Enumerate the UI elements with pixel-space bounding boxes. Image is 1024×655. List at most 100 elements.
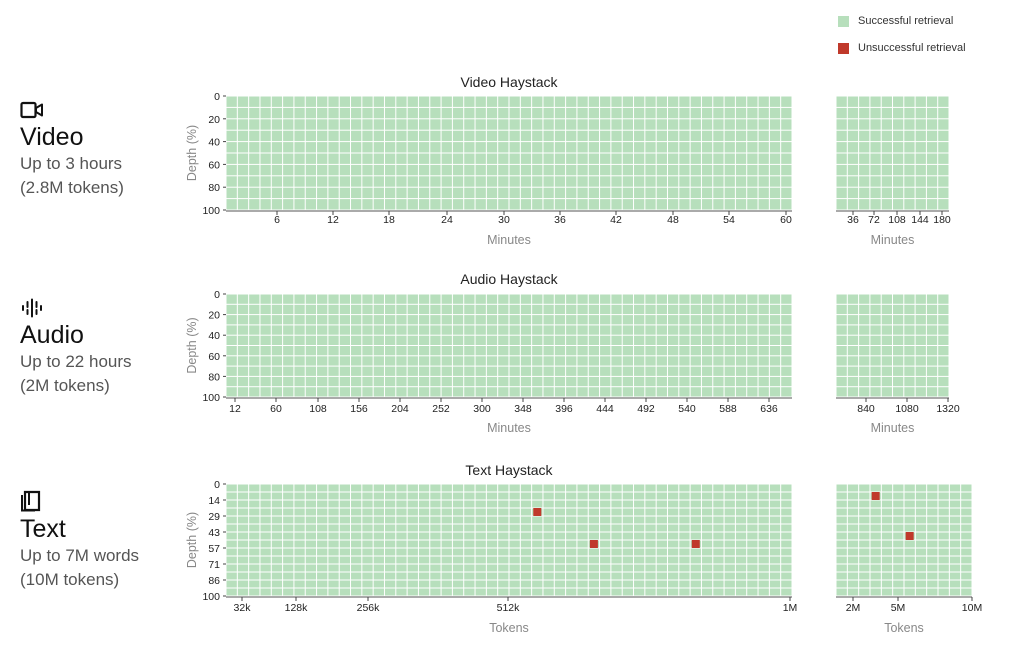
audio-extended-cell <box>904 376 915 387</box>
audio-main-cell <box>509 356 520 366</box>
text-main-cell <box>611 484 622 492</box>
audio-main-cell <box>588 387 600 397</box>
video-main-cell <box>622 142 634 153</box>
audio-main-cell <box>656 335 667 345</box>
text-main-cell <box>271 556 283 564</box>
text-main-cell <box>781 588 792 596</box>
text-main-cell <box>781 572 792 580</box>
audio-main-cell <box>724 366 735 376</box>
text-main-cell <box>566 508 577 516</box>
video-main-cell <box>645 199 656 210</box>
audio-extended-cell <box>926 346 938 356</box>
text-extended-cell <box>915 572 927 580</box>
text-main-cell <box>384 500 396 508</box>
text-extended-cell <box>859 548 870 556</box>
audio-main-cell <box>645 366 656 376</box>
audio-main-cell <box>396 366 407 376</box>
audio-extended-cell <box>847 315 859 325</box>
video-y-tick-label: 60 <box>208 159 220 171</box>
text-y-tick-label: 100 <box>202 591 220 603</box>
video-main-cell <box>600 142 611 153</box>
video-main-cell <box>362 187 373 199</box>
audio-main-cell <box>543 315 554 325</box>
video-extended-cell <box>904 107 915 119</box>
video-extended-cell <box>836 130 847 142</box>
video-main-cell <box>260 142 271 153</box>
video-extended-cell <box>836 107 847 119</box>
text-main-cell <box>362 540 373 548</box>
audio-main-x-tick-label: 252 <box>432 403 450 415</box>
text-main-cell <box>498 516 509 524</box>
audio-main-cell <box>249 376 260 387</box>
video-main-cell <box>679 142 690 153</box>
text-main-cell <box>532 500 543 508</box>
audio-extended-cell <box>938 325 949 335</box>
text-main-cell <box>577 532 588 540</box>
video-main-cell <box>667 153 679 164</box>
video-main-cell <box>600 107 611 119</box>
text-main-cell <box>713 492 724 500</box>
audio-y-tick-label: 40 <box>208 330 220 342</box>
video-main-cell <box>430 96 441 107</box>
video-main-cell <box>543 199 554 210</box>
text-main-cell <box>600 516 611 524</box>
text-main-cell <box>407 556 418 564</box>
video-main-cell <box>622 96 634 107</box>
video-main-cell <box>781 176 792 187</box>
text-main-cell <box>509 508 520 516</box>
text-extended-cell <box>938 516 949 524</box>
text-main-cell <box>713 564 724 572</box>
text-main-cell <box>600 588 611 596</box>
text-main-cell <box>611 580 622 588</box>
audio-main-cell <box>283 294 294 304</box>
video-extended-cell <box>870 119 881 130</box>
audio-extended-cell <box>859 366 870 376</box>
video-main-cell <box>769 164 781 176</box>
text-main-cell <box>362 572 373 580</box>
text-main-cell <box>362 548 373 556</box>
audio-main-cell <box>328 315 339 325</box>
audio-extended-cell <box>881 325 892 335</box>
text-main-cell <box>724 556 735 564</box>
video-main-cell <box>486 176 498 187</box>
audio-main-cell <box>781 346 792 356</box>
text-main-cell <box>509 572 520 580</box>
text-main-cell <box>701 556 713 564</box>
audio-main-cell <box>384 304 396 315</box>
audio-main-cell <box>758 304 769 315</box>
video-extended-cell <box>893 153 904 164</box>
text-extended-cell <box>927 556 938 564</box>
video-extended-cell <box>870 142 881 153</box>
text-extended-cell <box>893 492 904 500</box>
text-main-cell <box>362 492 373 500</box>
audio-main-cell <box>441 325 452 335</box>
text-main-cell <box>554 548 566 556</box>
text-main-cell <box>667 492 679 500</box>
text-main-cell <box>781 516 792 524</box>
text-main-cell <box>351 588 362 596</box>
audio-extended-cell <box>836 356 847 366</box>
text-main-cell <box>226 556 237 564</box>
legend-label-success: Successful retrieval <box>858 15 954 27</box>
audio-main-cell <box>339 387 351 397</box>
text-main-cell <box>566 500 577 508</box>
audio-extended-cell <box>859 387 870 397</box>
audio-extended-cell <box>836 346 847 356</box>
text-main-cell <box>464 524 475 532</box>
video-main-cell <box>543 176 554 187</box>
text-main-cell <box>294 516 305 524</box>
text-main-cell <box>294 484 305 492</box>
text-extended-x-tick-label: 5M <box>891 602 906 614</box>
video-extended-cell <box>893 107 904 119</box>
text-main-cell <box>226 548 237 556</box>
video-extended-cell <box>836 119 847 130</box>
video-main-cell <box>373 187 384 199</box>
video-main-cell <box>452 199 464 210</box>
audio-main-cell <box>690 387 701 397</box>
text-main-cell <box>600 500 611 508</box>
audio-main-cell <box>249 325 260 335</box>
audio-main-cell <box>543 304 554 315</box>
text-main-cell <box>362 532 373 540</box>
text-main-cell <box>690 516 701 524</box>
text-main-cell <box>543 540 554 548</box>
